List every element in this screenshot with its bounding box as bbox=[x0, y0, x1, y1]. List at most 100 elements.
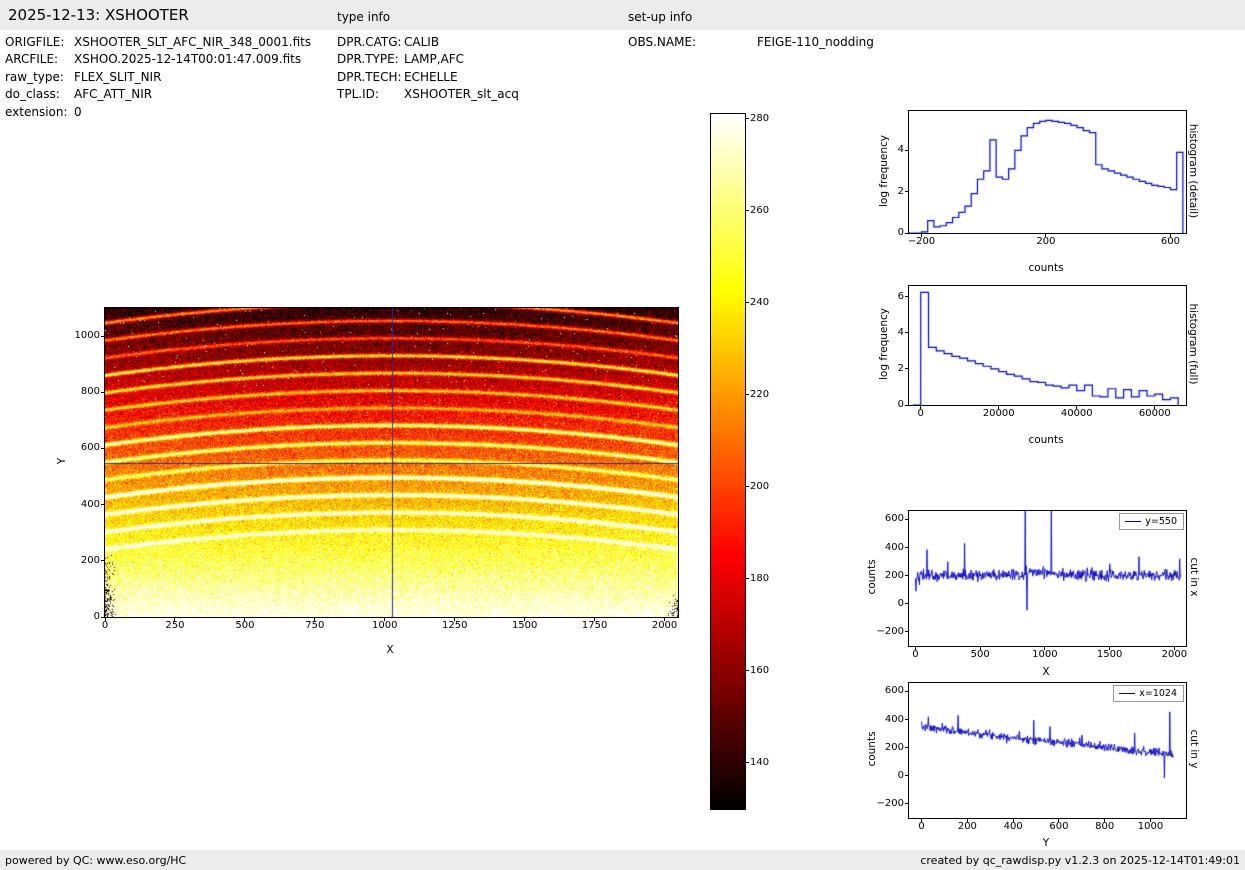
tick-mark bbox=[101, 504, 105, 506]
raw-image-plot: 0 250 500 750 1000 1250 1500 1750 2000 0 200 400 600… bbox=[75, 307, 679, 631]
meta-label: DPR.CATG: bbox=[337, 34, 402, 49]
tick-mark bbox=[905, 232, 909, 234]
tick-mark bbox=[101, 616, 105, 618]
tick-mark bbox=[921, 818, 923, 822]
meta-label: OBS.NAME: bbox=[628, 34, 697, 49]
tick-label: 200 bbox=[884, 569, 904, 581]
tick-mark bbox=[905, 368, 909, 370]
tick-mark bbox=[664, 617, 666, 621]
tick-mark bbox=[244, 617, 246, 621]
tick-mark bbox=[174, 617, 176, 621]
meta-row: do_class: AFC_ATT_NIR bbox=[5, 86, 311, 104]
tick-label: 750 bbox=[305, 620, 325, 631]
histogram-full-canvas bbox=[909, 286, 1186, 405]
tick-label: 0 bbox=[912, 649, 919, 660]
tick-label: 4 bbox=[897, 326, 904, 338]
tick-mark bbox=[745, 210, 749, 212]
meta-label: ORIGFILE: bbox=[5, 34, 65, 49]
tick-mark bbox=[745, 670, 749, 672]
tick-mark bbox=[1044, 646, 1046, 650]
tick-mark bbox=[966, 818, 968, 822]
tick-mark bbox=[745, 118, 749, 120]
histogram-detail-right-label: histogram (detail) bbox=[1187, 123, 1199, 219]
page-title: 2025-12-13: XSHOOTER bbox=[8, 6, 189, 24]
tick-label: 1500 bbox=[1096, 649, 1123, 660]
tick-label: 260 bbox=[750, 204, 770, 216]
tick-label: 250 bbox=[165, 620, 185, 631]
histogram-full-ylabel: log frequency bbox=[878, 307, 890, 381]
cut-in-y-xlabel: Y bbox=[1042, 837, 1050, 849]
tick-mark bbox=[905, 575, 909, 577]
tick-mark bbox=[1058, 818, 1060, 822]
histogram-full-xlabel: counts bbox=[1028, 434, 1064, 446]
tick-label: 500 bbox=[235, 620, 255, 631]
meta-label: DPR.TYPE: bbox=[337, 52, 399, 67]
tick-mark bbox=[905, 191, 909, 193]
tick-mark bbox=[314, 617, 316, 621]
tick-mark bbox=[905, 719, 909, 721]
meta-label: TPL.ID: bbox=[337, 87, 379, 102]
tick-mark bbox=[914, 646, 916, 650]
meta-label: do_class: bbox=[5, 87, 60, 102]
meta-label: ARCFILE: bbox=[5, 52, 59, 67]
tick-label: 1500 bbox=[511, 620, 538, 631]
tick-label: 1000 bbox=[1137, 821, 1164, 832]
meta-value: FEIGE-110_nodding bbox=[757, 34, 874, 49]
meta-row: ARCFILE: XSHOO.2025-12-14T00:01:47.009.f… bbox=[5, 51, 311, 69]
tick-label: 800 bbox=[80, 386, 100, 398]
tick-mark bbox=[101, 335, 105, 337]
tick-mark bbox=[1150, 818, 1152, 822]
tick-label: 200 bbox=[884, 741, 904, 753]
tick-label: 180 bbox=[750, 572, 770, 584]
legend-label: x=1024 bbox=[1139, 688, 1177, 699]
cut-in-y-ylabel: counts bbox=[866, 731, 878, 767]
tick-label: 4 bbox=[897, 144, 904, 156]
cut-in-x-legend: y=550 bbox=[1119, 513, 1184, 530]
tick-label: −200 bbox=[907, 236, 936, 247]
qc-home-link[interactable]: powered by QC: www.eso.org/HC bbox=[5, 853, 187, 867]
tick-label: 600 bbox=[884, 513, 904, 525]
tick-label: 1250 bbox=[441, 620, 468, 631]
meta-value: ECHELLE bbox=[404, 69, 458, 84]
tick-mark bbox=[905, 690, 909, 692]
tick-mark bbox=[905, 603, 909, 605]
type-info-heading: type info bbox=[337, 10, 391, 24]
histogram-full-right-label: histogram (full) bbox=[1187, 303, 1199, 385]
legend-label: y=550 bbox=[1145, 516, 1177, 527]
tick-label: −200 bbox=[876, 797, 904, 809]
tick-mark bbox=[1109, 646, 1111, 650]
meta-label: raw_type: bbox=[5, 69, 64, 84]
tick-mark bbox=[1076, 405, 1078, 409]
tick-label: 160 bbox=[750, 664, 770, 676]
metadata-setup-column: OBS.NAME: FEIGE-110_nodding bbox=[628, 33, 874, 51]
histogram-detail-plot: −200 200 600 0 2 4 bbox=[898, 110, 1187, 247]
histogram-detail-ylabel: log frequency bbox=[878, 134, 890, 208]
meta-row: DPR.CATG: CALIB bbox=[337, 33, 519, 51]
tick-mark bbox=[454, 617, 456, 621]
tick-mark bbox=[1104, 818, 1106, 822]
image-xlabel: X bbox=[386, 644, 394, 656]
metadata-file-column: ORIGFILE: XSHOOTER_SLT_AFC_NIR_348_0001.… bbox=[5, 33, 311, 121]
tick-label: 140 bbox=[750, 756, 770, 768]
image-ylabel: Y bbox=[56, 457, 68, 465]
cut-in-y-canvas bbox=[909, 683, 1186, 818]
tick-label: 0 bbox=[917, 408, 924, 419]
tick-mark bbox=[905, 547, 909, 549]
tick-mark bbox=[524, 617, 526, 621]
tick-label: 200 bbox=[80, 554, 100, 566]
setup-info-heading: set-up info bbox=[628, 10, 693, 24]
tick-mark bbox=[1169, 233, 1171, 237]
meta-row: ORIGFILE: XSHOOTER_SLT_AFC_NIR_348_0001.… bbox=[5, 33, 311, 51]
tick-label: 200 bbox=[750, 480, 770, 492]
meta-value: CALIB bbox=[404, 34, 440, 49]
tick-label: 2 bbox=[897, 185, 904, 197]
tick-mark bbox=[745, 578, 749, 580]
meta-row: raw_type: FLEX_SLIT_NIR bbox=[5, 68, 311, 86]
meta-row: DPR.TECH: ECHELLE bbox=[337, 68, 519, 86]
footer-bar: powered by QC: www.eso.org/HC created by… bbox=[0, 850, 1245, 870]
tick-label: 240 bbox=[750, 296, 770, 308]
tick-mark bbox=[905, 775, 909, 777]
tick-label: 0 bbox=[93, 611, 100, 622]
tick-label: 600 bbox=[80, 442, 100, 454]
